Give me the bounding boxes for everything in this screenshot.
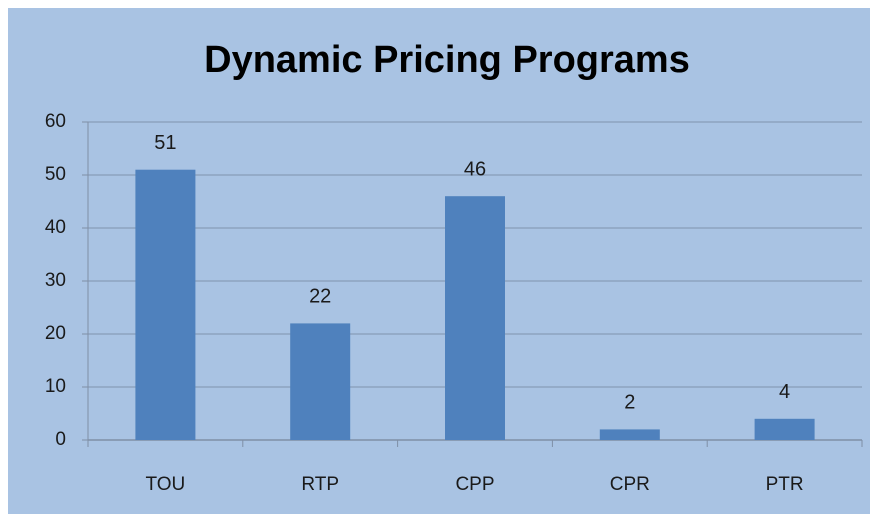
bar (290, 323, 351, 440)
y-tick-label: 60 (45, 111, 66, 132)
value-label: 2 (624, 392, 635, 414)
y-tick-label: 0 (55, 429, 66, 450)
y-tick-label: 20 (45, 323, 66, 344)
y-tick-label: 30 (45, 270, 66, 291)
y-tick-label: 40 (45, 217, 66, 238)
value-label: 4 (779, 381, 790, 403)
x-tick-label: RTP (301, 474, 339, 495)
y-tick-label: 50 (45, 164, 66, 185)
bar (754, 418, 815, 440)
bar (135, 169, 196, 440)
x-tick-label: PTR (766, 474, 804, 495)
chart-title: Dynamic Pricing Programs (204, 39, 690, 81)
x-tick-label: CPR (610, 474, 650, 495)
x-tick-label: CPP (455, 474, 494, 495)
value-label: 22 (309, 286, 331, 308)
x-tick-label: TOU (146, 474, 186, 495)
y-tick-label: 10 (45, 376, 66, 397)
value-label: 46 (464, 158, 486, 180)
bar (599, 429, 660, 440)
value-label: 51 (154, 132, 176, 154)
bar (445, 196, 505, 440)
